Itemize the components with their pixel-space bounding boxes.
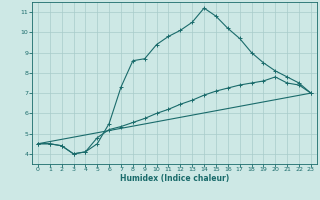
X-axis label: Humidex (Indice chaleur): Humidex (Indice chaleur) [120, 174, 229, 183]
